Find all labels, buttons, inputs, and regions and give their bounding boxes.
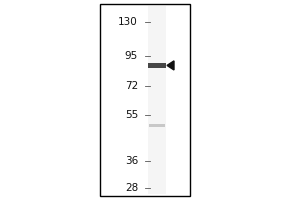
Text: 28: 28 bbox=[125, 183, 138, 193]
Polygon shape bbox=[167, 61, 174, 70]
Bar bbox=[100, 4, 190, 196]
Bar bbox=[100, 4, 190, 196]
Text: 95: 95 bbox=[125, 51, 138, 61]
Text: 130: 130 bbox=[118, 17, 138, 27]
Text: 72: 72 bbox=[125, 81, 138, 91]
Bar bbox=[149, 124, 165, 127]
Text: 36: 36 bbox=[125, 156, 138, 166]
Bar bbox=[148, 6, 166, 194]
Text: 55: 55 bbox=[125, 110, 138, 120]
Bar bbox=[148, 63, 166, 68]
